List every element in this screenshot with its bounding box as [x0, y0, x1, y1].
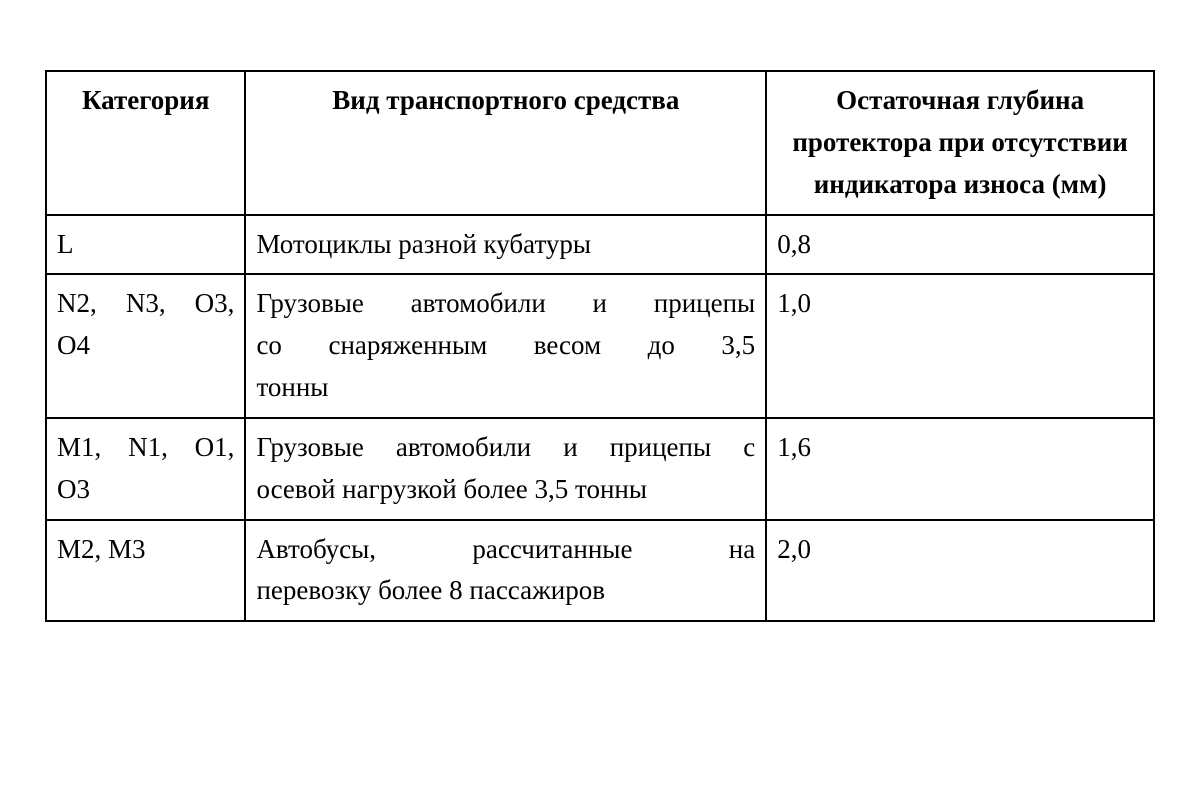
header-vehicle-type: Вид транспортного средства: [245, 71, 766, 215]
table-row: M2, M3 Автобусы, рассчитанные на перевоз…: [46, 520, 1154, 622]
cell-vehicle-type: Грузовые автомобили и прицепы с осевой н…: [245, 418, 766, 520]
table-row: L Мотоциклы разной кубатуры 0,8: [46, 215, 1154, 275]
type-text-line2: перевозку более 8 пассажиров: [256, 570, 755, 612]
table-row: M1, N1, O1, O3 Грузовые автомобили и при…: [46, 418, 1154, 520]
type-text-line2: осевой нагрузкой более 3,5 тонны: [256, 469, 755, 511]
header-depth: Остаточная глубина протектора при отсутс…: [766, 71, 1154, 215]
cell-depth: 2,0: [766, 520, 1154, 622]
cell-vehicle-type: Мотоциклы разной кубатуры: [245, 215, 766, 275]
type-text-line3: тонны: [256, 367, 755, 409]
cell-depth: 1,6: [766, 418, 1154, 520]
type-text-line1: Грузовые автомобили и прицепы: [256, 283, 755, 325]
cell-category: N2, N3, O3, O4: [46, 274, 245, 418]
type-text-line1: Автобусы, рассчитанные на: [256, 529, 755, 571]
vehicle-tread-depth-table: Категория Вид транспортного средства Ост…: [45, 70, 1155, 622]
cell-vehicle-type: Автобусы, рассчитанные на перевозку боле…: [245, 520, 766, 622]
cell-category: M1, N1, O1, O3: [46, 418, 245, 520]
type-text-line1: Грузовые автомобили и прицепы с: [256, 427, 755, 469]
category-text-line2: O4: [57, 325, 234, 367]
cell-category: M2, M3: [46, 520, 245, 622]
table-row: N2, N3, O3, O4 Грузовые автомобили и при…: [46, 274, 1154, 418]
header-category: Категория: [46, 71, 245, 215]
category-text-line1: N2, N3, O3,: [57, 283, 234, 325]
category-text-line1: M1, N1, O1,: [57, 427, 234, 469]
cell-vehicle-type: Грузовые автомобили и прицепы со снаряже…: [245, 274, 766, 418]
cell-category: L: [46, 215, 245, 275]
table-header-row: Категория Вид транспортного средства Ост…: [46, 71, 1154, 215]
category-text-line2: O3: [57, 469, 234, 511]
cell-depth: 1,0: [766, 274, 1154, 418]
type-text-line2: со снаряженным весом до 3,5: [256, 325, 755, 367]
cell-depth: 0,8: [766, 215, 1154, 275]
